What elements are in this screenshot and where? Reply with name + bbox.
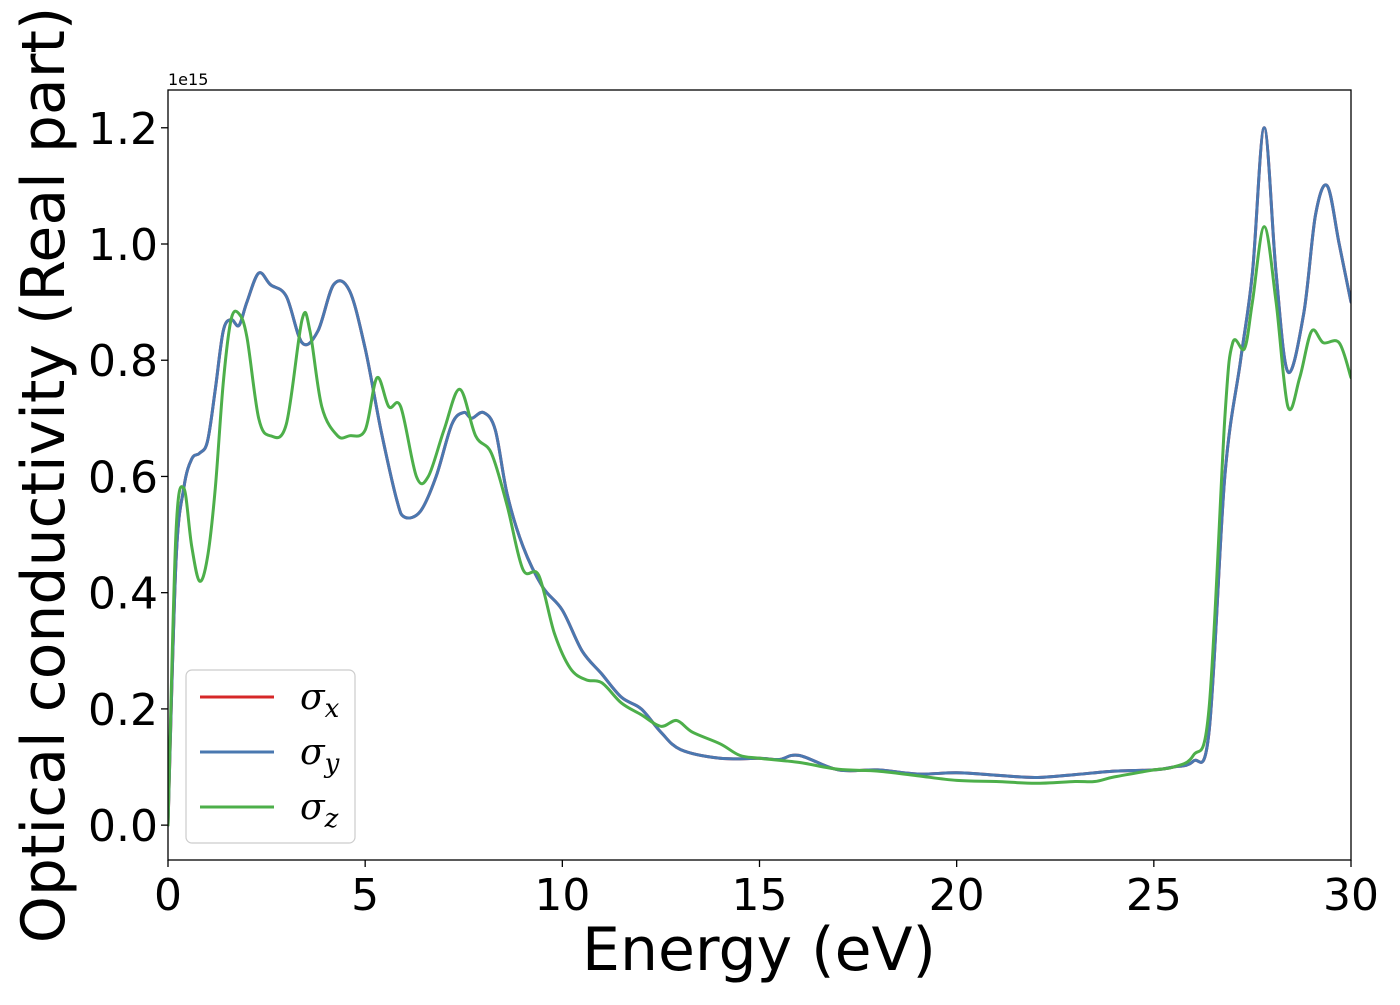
y-tick-label: 0.4 [88,569,158,620]
legend-label-x: σx [300,677,340,724]
y-tick-label: 1.0 [88,220,158,271]
x-tick-label: 25 [1126,870,1182,921]
x-axis-title: Energy (eV) [582,915,936,985]
series-layer [168,126,1351,827]
series-line-y [168,126,1351,827]
y-tick-label: 0.0 [88,801,158,852]
y-tick-label: 0.8 [88,336,158,387]
legend: σx σy σz [185,669,356,844]
legend-label-y: σy [300,732,340,779]
y-tick-label: 1.2 [88,104,158,155]
x-tick-label: 5 [351,870,379,921]
x-tick-label: 15 [732,870,788,921]
y-tick-label: 0.6 [88,452,158,503]
y-axis-title: Optical conductivity (Real part) [9,7,79,944]
legend-box [185,669,356,844]
x-tick-label: 0 [154,870,182,921]
plot-area-background [168,90,1351,860]
y-axis: 0.0 0.2 0.4 0.6 0.8 1.0 1.2 [88,104,168,852]
series-line-z [168,225,1351,827]
x-axis: 0 5 10 15 20 25 30 [154,860,1379,921]
y-tick-label: 0.2 [88,685,158,736]
x-tick-label: 20 [929,870,985,921]
legend-label-z: σz [300,787,339,834]
x-tick-label: 10 [534,870,590,921]
y-offset-label: 1e15 [168,70,208,89]
x-tick-label: 30 [1323,870,1379,921]
